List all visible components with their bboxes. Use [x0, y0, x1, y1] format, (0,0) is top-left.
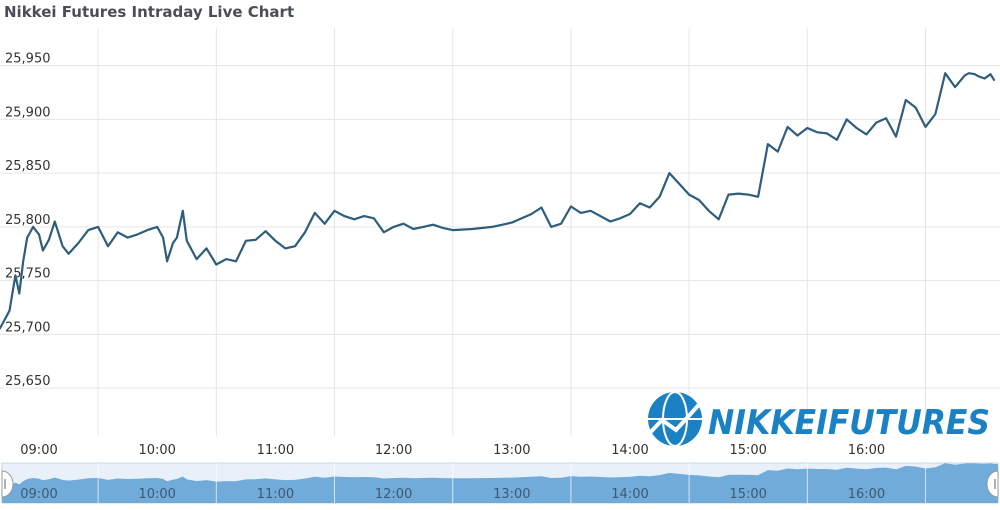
x-tick-label: 09:00 [20, 443, 57, 458]
navigator-grid [97, 463, 927, 503]
x-tick-label: 15:00 [729, 443, 766, 458]
y-tick-label: 25,650 [5, 374, 51, 389]
trend-arrow-icon [643, 396, 707, 440]
horizontal-grid [0, 65, 1000, 389]
nav-tick-label: 12:00 [375, 487, 412, 502]
x-axis-ticks: 09:00 10:00 11:00 12:00 13:00 14:00 15:00 16:00 [20, 443, 885, 458]
navigator-left-handle[interactable] [1, 470, 14, 498]
y-tick-label: 25,800 [5, 213, 51, 228]
x-tick-label: 16:00 [848, 443, 885, 458]
chart-title: Nikkei Futures Intraday Live Chart [4, 3, 295, 21]
y-tick-label: 25,850 [5, 159, 51, 174]
navigator-ticks: 09:00 10:00 11:00 12:00 13:00 14:00 15:00 16:00 [20, 487, 885, 502]
y-tick-label: 25,900 [5, 105, 51, 120]
left-handle-icon[interactable] [1, 470, 14, 498]
nav-tick-label: 16:00 [848, 487, 885, 502]
x-tick-label: 14:00 [611, 443, 648, 458]
nav-tick-label: 13:00 [493, 487, 530, 502]
vertical-grid [97, 28, 927, 436]
nav-tick-label: 14:00 [611, 487, 648, 502]
price-line [0, 72, 996, 330]
y-tick-label: 25,950 [5, 52, 51, 67]
nav-tick-label: 09:00 [20, 487, 57, 502]
y-axis-ticks: 25,650 25,700 25,750 25,800 25,850 25,900 25,9… [5, 52, 51, 390]
navigator[interactable]: 09:00 10:00 11:00 12:00 13:00 14:00 15:00 16:00 [0, 462, 999, 504]
nikkeifutures-logo: NIKKEIFUTURES [643, 391, 990, 447]
navigator-right-handle[interactable] [986, 470, 999, 498]
y-tick-label: 25,700 [5, 320, 51, 335]
x-tick-label: 12:00 [375, 443, 412, 458]
right-handle-icon[interactable] [986, 470, 999, 498]
brand-wordmark: NIKKEIFUTURES [708, 403, 990, 443]
nav-tick-label: 10:00 [138, 487, 175, 502]
navigator-area [2, 463, 998, 503]
x-tick-label: 11:00 [257, 443, 294, 458]
nav-tick-label: 15:00 [729, 487, 766, 502]
x-tick-label: 13:00 [493, 443, 530, 458]
y-tick-label: 25,750 [5, 267, 51, 282]
nav-tick-label: 11:00 [257, 487, 294, 502]
x-tick-label: 10:00 [138, 443, 175, 458]
